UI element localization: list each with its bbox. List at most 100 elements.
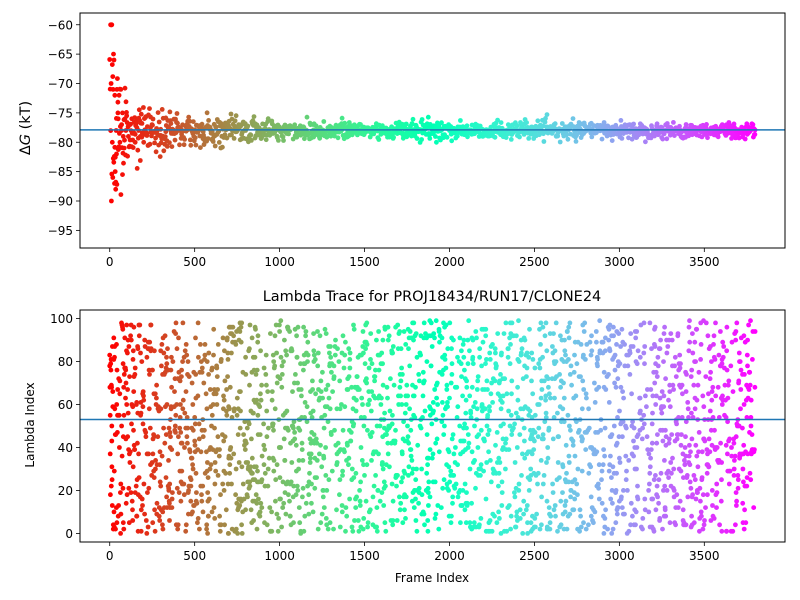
x-tick-label: 3000 [604,549,635,563]
lambda-point [741,526,747,532]
delta-g-point [181,142,187,148]
delta-g-point [122,137,127,143]
lambda-point [724,324,730,330]
delta-g-point [155,110,161,115]
lambda-point [164,354,169,360]
lambda-point [673,522,678,528]
lambda-point [138,350,143,356]
lambda-point [176,335,181,341]
delta-g-point [439,120,444,126]
lambda-point [530,391,536,397]
lambda-point [337,524,343,530]
lambda-point [327,520,333,526]
lambda-point [656,477,662,483]
delta-g-point [115,76,120,81]
lambda-point [107,352,113,358]
lambda-point [436,449,442,455]
lambda-point [413,477,419,483]
lambda-point [601,369,607,375]
lambda-point [184,352,190,358]
lambda-point [620,419,626,425]
lambda-point [449,346,454,352]
lambda-point [749,432,755,437]
lambda-point [735,473,741,478]
delta-g-point [169,144,175,150]
lambda-point [424,432,430,437]
lambda-point [427,494,433,500]
lambda-point [606,326,612,332]
lambda-point [591,520,596,526]
lambda-point [593,329,599,334]
lambda-point [520,451,525,457]
lambda-point [540,481,546,487]
lambda-point [687,318,692,324]
lambda-point [192,421,198,427]
lambda-point [659,410,665,416]
lambda-point [325,526,331,532]
lambda-point [247,483,253,489]
lambda-point [411,393,417,399]
lambda-point [200,483,206,489]
delta-g-point [313,123,319,129]
lambda-point [293,492,299,498]
lambda-point [691,382,697,388]
delta-g-point [156,119,162,125]
lambda-point [239,464,245,470]
lambda-point [374,505,380,510]
lambda-point [562,348,568,354]
lambda-point [475,445,481,450]
lambda-point [126,485,132,491]
lambda-point [183,528,189,534]
lambda-point [455,462,460,468]
lambda-point [429,455,435,461]
lambda-point [401,419,406,425]
delta-g-point [124,113,130,119]
lambda-point [644,434,650,440]
lambda-point [138,528,144,534]
lambda-point [601,447,606,452]
lambda-point [525,531,530,536]
lambda-point [297,520,303,526]
lambda-point [340,333,346,339]
lambda-point [391,382,397,388]
lambda-point [134,400,140,405]
delta-g-point [410,116,416,122]
lambda-point [616,331,622,336]
lambda-point [272,333,278,339]
lambda-point [361,462,366,468]
lambda-point [238,339,244,345]
lambda-point [329,369,334,375]
lambda-point [547,391,552,397]
lambda-point [162,333,168,339]
lambda-point [261,462,267,468]
lambda-point [450,500,455,506]
x-tick-label: 2000 [434,549,465,563]
lambda-point [662,458,667,463]
lambda-point [654,393,659,399]
lambda-point [474,387,480,392]
delta-g-point [167,109,173,115]
lambda-point [734,320,740,326]
lambda-point [503,436,509,442]
lambda-point [398,500,404,506]
lambda-point [217,447,222,452]
lambda-point [748,318,753,324]
lambda-point [301,367,306,373]
delta-g-point [120,172,125,178]
lambda-point [169,354,174,360]
lambda-point [113,526,118,532]
lambda-point [532,365,538,371]
lambda-point [174,402,180,407]
lambda-point [253,464,259,470]
lambda-point [448,520,454,526]
delta-g-point [543,116,548,121]
lambda-point [703,505,708,510]
delta-g-point [186,114,192,120]
lambda-point [346,462,351,468]
lambda-point [611,423,617,429]
lambda-point [687,479,693,485]
delta-g-point [541,139,547,144]
lambda-point [620,389,625,394]
lambda-point [380,460,385,465]
lambda-point [416,485,422,491]
